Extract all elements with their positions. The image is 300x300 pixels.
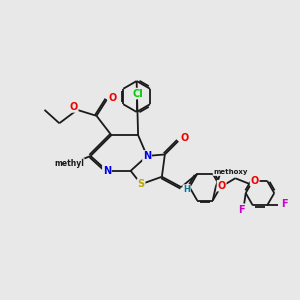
Text: F: F [281, 199, 288, 209]
Text: Cl: Cl [133, 88, 143, 98]
Text: methoxy: methoxy [213, 169, 248, 175]
Text: F: F [238, 205, 245, 215]
Text: N: N [143, 151, 151, 161]
Text: O: O [250, 176, 259, 186]
Text: O: O [108, 93, 116, 103]
Text: H: H [183, 185, 190, 194]
Text: O: O [70, 102, 78, 112]
Text: S: S [137, 179, 145, 189]
Text: O: O [218, 181, 226, 191]
Text: methyl: methyl [54, 159, 84, 168]
Text: O: O [181, 133, 189, 142]
Text: N: N [103, 166, 111, 176]
